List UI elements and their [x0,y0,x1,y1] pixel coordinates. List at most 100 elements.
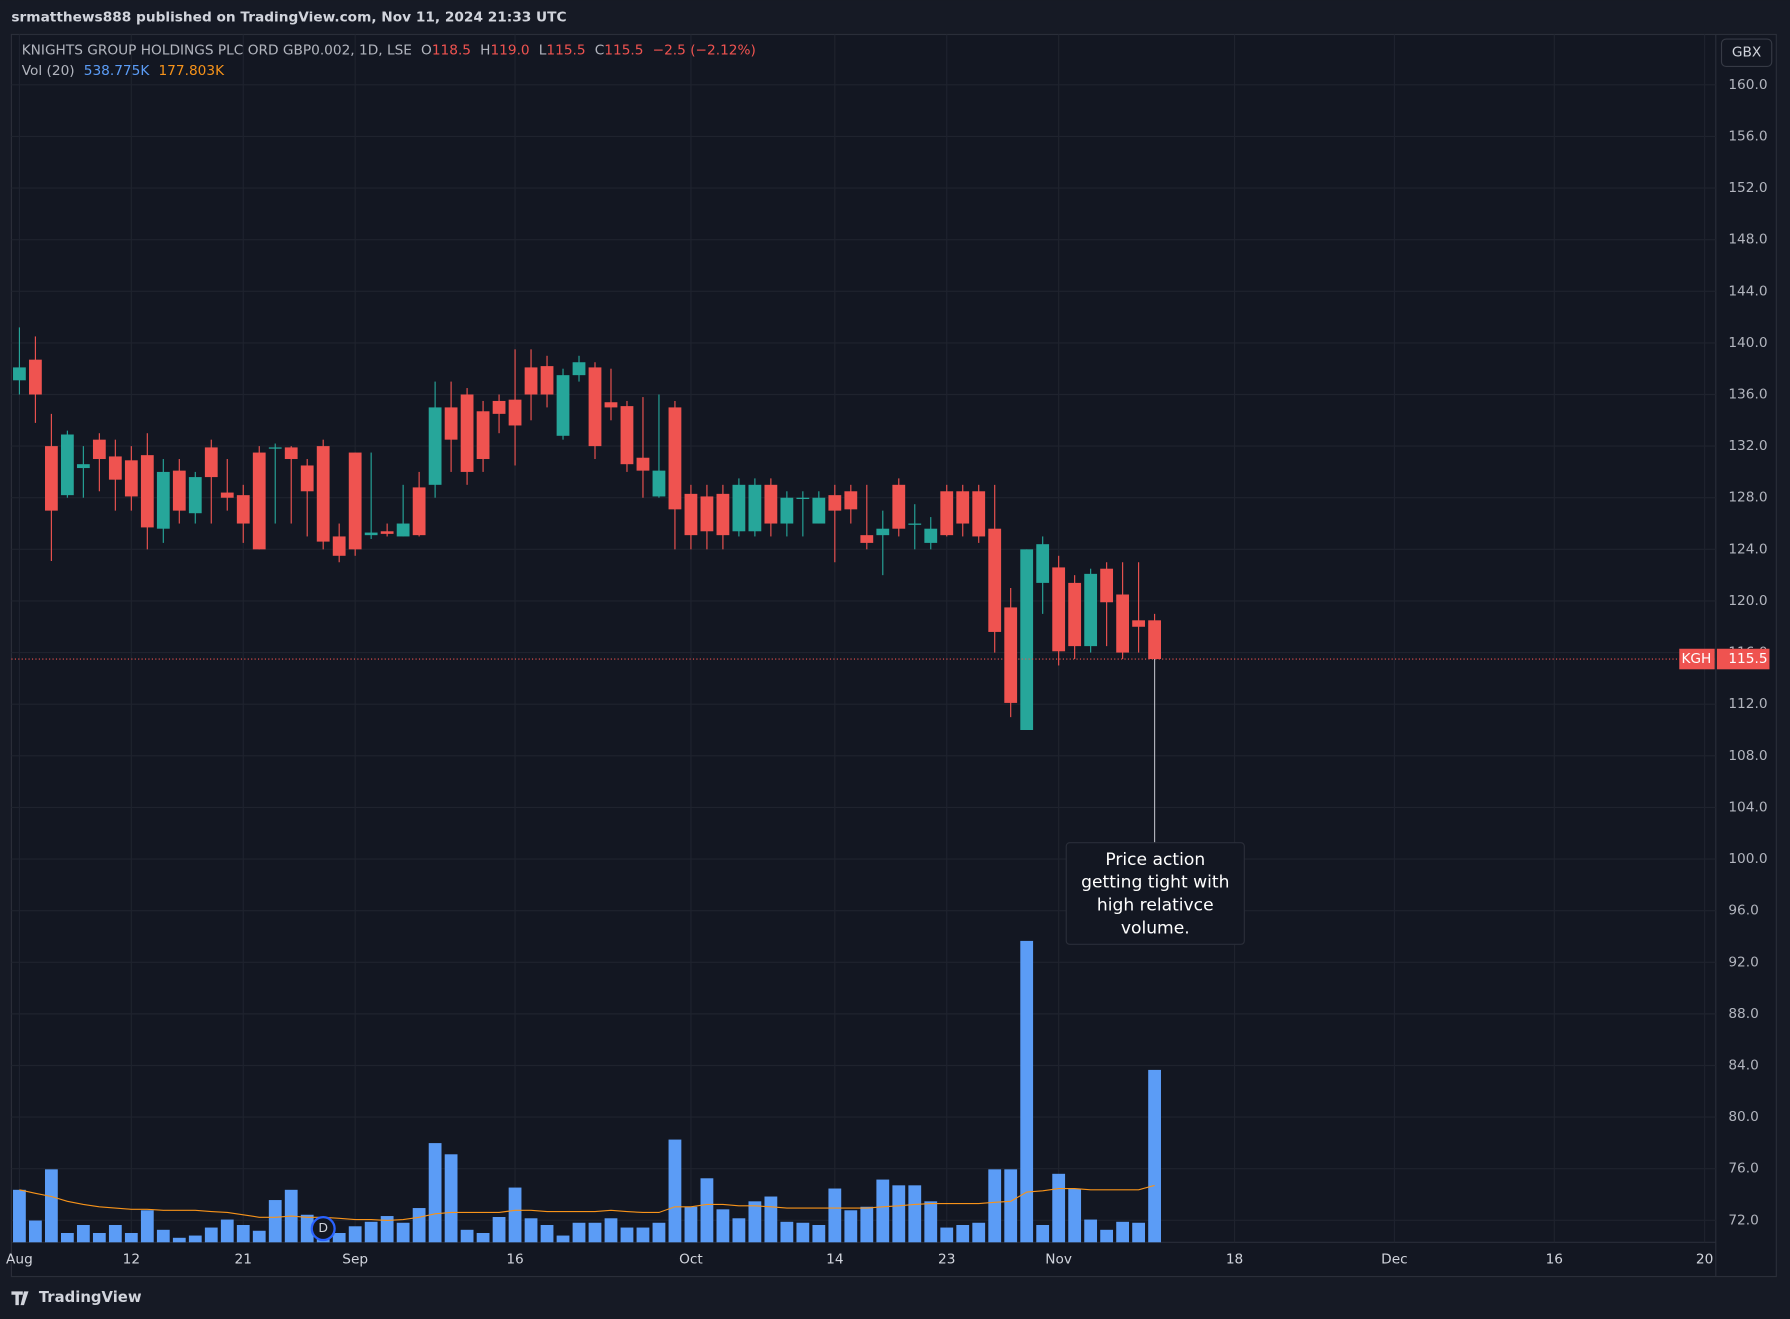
ohlc-key: O [421,42,432,58]
candle-body [268,447,282,449]
volume-ma-line [19,1184,1155,1222]
candle-body [1100,568,1114,603]
candle-body [124,460,138,497]
volume-bar [460,1229,474,1243]
volume-bar [844,1210,858,1243]
volume-bar [1116,1221,1130,1243]
candle-body [428,407,442,485]
volume-bar [1084,1219,1098,1243]
currency-label[interactable]: GBX [1732,45,1761,61]
candle-body [348,452,362,550]
volume-bar [572,1222,586,1243]
currency-button[interactable] [1720,38,1773,68]
candle-body [1132,620,1146,627]
candle-body [828,495,842,511]
y-tick-label: 88.0 [1728,1006,1758,1022]
ohlc-key: L [539,42,547,58]
volume-bar [636,1227,650,1243]
candle-body [1116,594,1130,653]
y-tick-label: 92.0 [1728,954,1758,970]
y-tick-label: 128.0 [1728,490,1767,506]
y-tick-label: 112.0 [1728,696,1767,712]
volume-bar [380,1216,394,1243]
volume-bar [972,1222,986,1243]
y-tick-label: 132.0 [1728,438,1767,454]
y-tick-label: 152.0 [1728,180,1767,196]
candle-body [460,394,474,472]
candle-body [412,487,426,536]
candle-body [924,528,938,543]
candle-body [300,465,314,492]
x-tick-label: Oct [679,1251,703,1267]
y-tick-label: 120.0 [1728,593,1767,609]
volume-name: Vol (20) [22,63,75,79]
volume-bar [1068,1188,1082,1243]
volume-bar [1148,1069,1161,1243]
annotation-line: Price action [1105,850,1205,870]
candle-body [364,532,378,536]
y-tick-label: 80.0 [1728,1109,1758,1125]
volume-legend: Vol (20) 538.775K 177.803K [22,63,225,79]
volume-bar [620,1227,634,1243]
x-tick-label: 16 [506,1251,523,1267]
x-tick-label: Dec [1381,1251,1408,1267]
candle-body [44,446,58,511]
candle-body [588,367,602,447]
candle-body [748,484,762,532]
candle-body [940,491,954,536]
volume-last: 538.775K [84,63,151,79]
volume-bar [604,1218,618,1243]
candle-body [156,471,170,529]
volume-bar [428,1143,442,1243]
x-tick-label: Nov [1045,1251,1072,1267]
candle-body [1052,567,1066,652]
candle-body [508,399,522,426]
x-tick-label: 14 [826,1251,843,1267]
volume-bar [892,1185,906,1243]
volume-bar [524,1218,538,1243]
annotation-line: high relativce [1097,896,1214,916]
volume-bar [492,1217,506,1243]
volume-bar [940,1227,954,1243]
volume-bar [540,1225,554,1243]
y-tick-label: 76.0 [1728,1161,1758,1177]
volume-bar [508,1187,522,1243]
volume-bar [332,1232,346,1243]
candle-body [524,367,538,395]
y-tick-label: 96.0 [1728,903,1758,919]
volume-bar [828,1188,842,1243]
marks: D KGH 115.5 Price action getting tight with h… [11,327,1770,1243]
candle-body [956,491,970,524]
candle-body [892,484,906,529]
volume-bar [1020,940,1034,1243]
candle-body [1004,607,1018,703]
ohlc-value: 118.5 [432,42,471,58]
candle-body [620,406,634,465]
volume-bar [1100,1229,1114,1243]
volume-bar [29,1220,42,1243]
candle-body [396,523,410,537]
candle-body [796,497,810,500]
y-tick-label: 144.0 [1728,283,1767,299]
candle-body [716,493,730,536]
annotation-line: volume. [1121,918,1190,938]
volume-bar [1036,1225,1050,1243]
candle-body [252,452,266,550]
volume-bar [140,1210,154,1243]
volume-bar [860,1206,874,1243]
candle-body [780,497,794,524]
candle-body [332,536,346,556]
ohlc-key: C [595,42,605,58]
symbol: KNIGHTS GROUP HOLDINGS PLC ORD GBP0.002,… [22,42,412,58]
volume-bar [700,1178,714,1243]
candle-body [29,359,42,395]
volume-bar [396,1222,410,1243]
ticker-label: KGH [1681,651,1711,667]
published-text: srmatthews888 published on TradingView.c… [11,9,566,25]
y-tick-label: 104.0 [1728,799,1767,815]
y-tick-label: 136.0 [1728,386,1767,402]
volume-bar [476,1232,490,1243]
volume-bar [92,1232,106,1243]
